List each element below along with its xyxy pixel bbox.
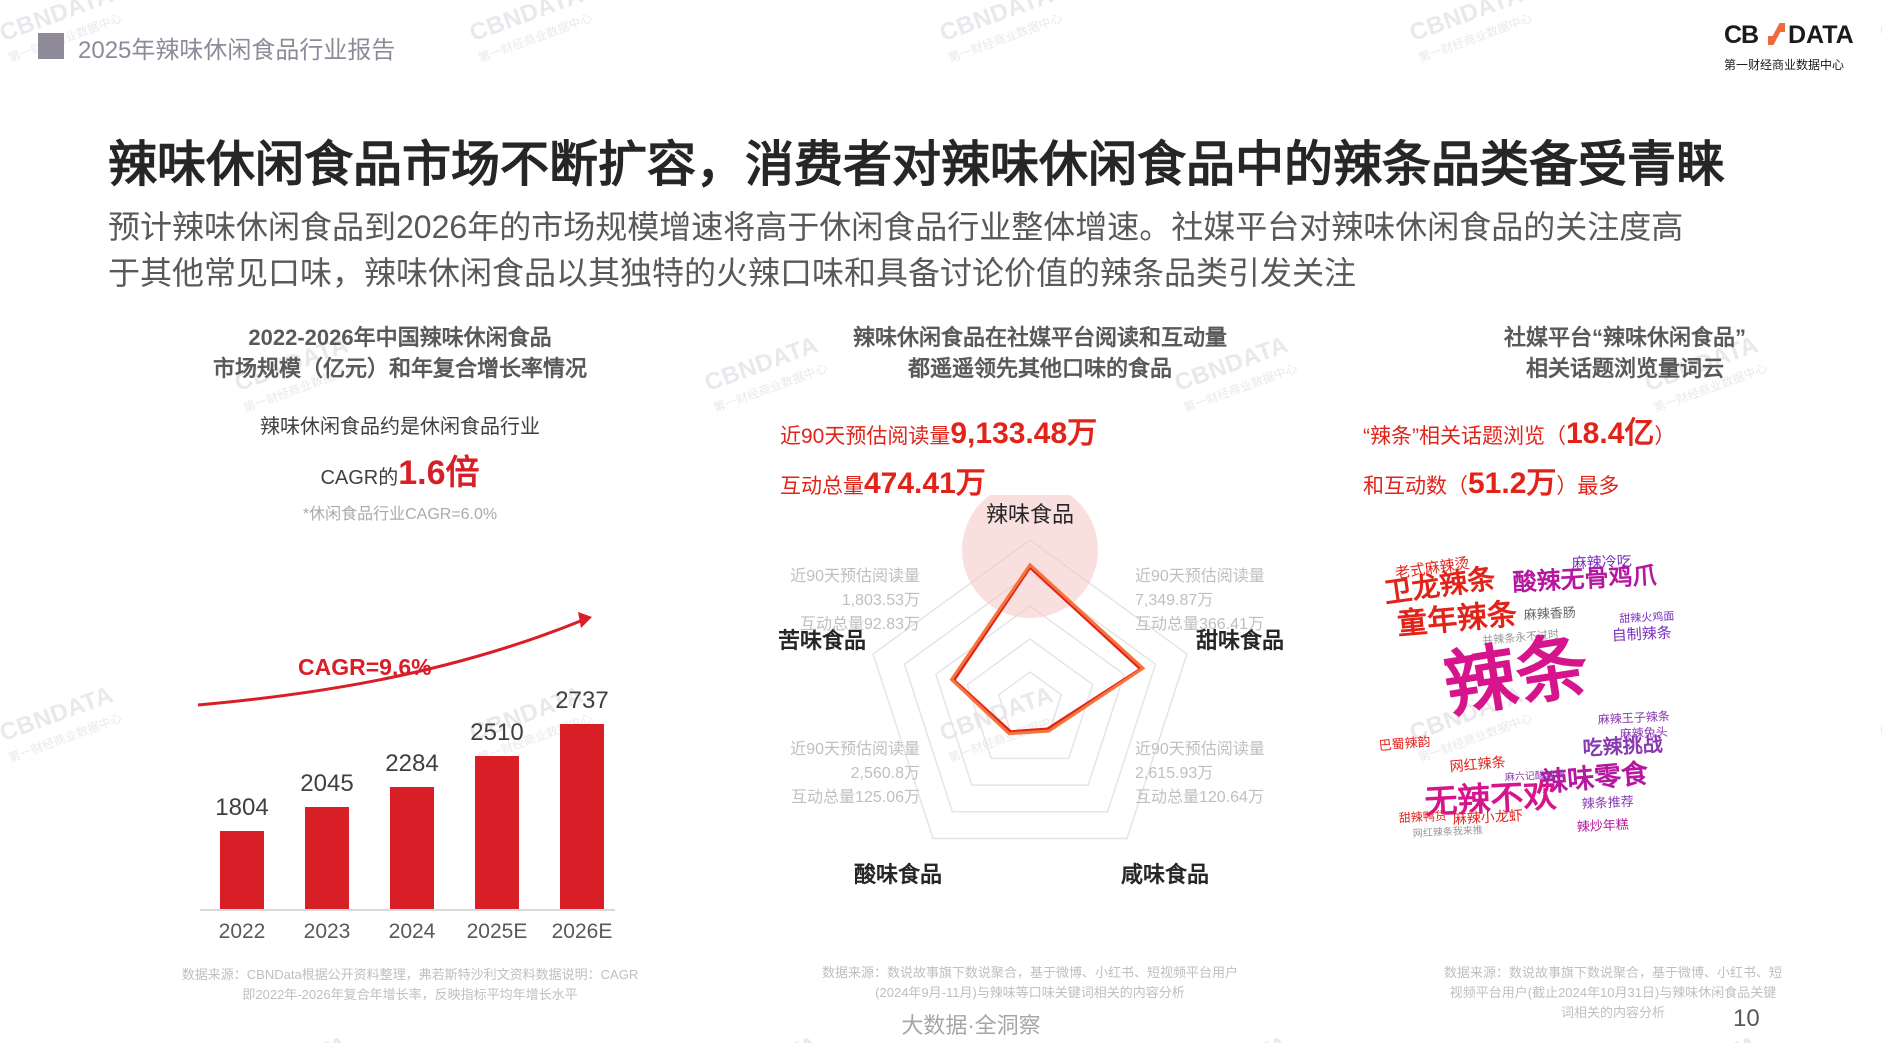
svg-text:2045: 2045 bbox=[300, 770, 353, 797]
svg-text:2022: 2022 bbox=[219, 920, 266, 943]
svg-text:2024: 2024 bbox=[389, 920, 436, 943]
svg-text:辣炒年糕: 辣炒年糕 bbox=[1576, 817, 1629, 835]
svg-text:辣味食品: 辣味食品 bbox=[986, 502, 1074, 527]
svg-text:甜辣鸭货: 甜辣鸭货 bbox=[1398, 808, 1447, 825]
svg-text:巴蜀辣韵: 巴蜀辣韵 bbox=[1378, 734, 1431, 753]
svg-text:酸味食品: 酸味食品 bbox=[854, 862, 942, 887]
svg-text:1804: 1804 bbox=[215, 794, 268, 821]
svg-text:2025E: 2025E bbox=[467, 920, 528, 943]
svg-text:麻辣王子辣条: 麻辣王子辣条 bbox=[1597, 708, 1670, 727]
svg-text:CB: CB bbox=[1724, 21, 1758, 49]
svg-text:2510: 2510 bbox=[470, 719, 523, 746]
svg-text:网红辣条我来推: 网红辣条我来推 bbox=[1413, 823, 1484, 840]
svg-text:DATA: DATA bbox=[1788, 21, 1854, 49]
svg-text:2026E: 2026E bbox=[552, 920, 613, 943]
svg-text:CAGR=9.6%: CAGR=9.6% bbox=[298, 654, 432, 680]
svg-text:2023: 2023 bbox=[304, 920, 351, 943]
svg-text:2284: 2284 bbox=[385, 750, 438, 777]
svg-text:自制辣条: 自制辣条 bbox=[1611, 624, 1672, 644]
svg-text:麻辣香肠: 麻辣香肠 bbox=[1523, 605, 1576, 623]
svg-text:甜辣火鸡面: 甜辣火鸡面 bbox=[1619, 609, 1675, 626]
svg-text:网红辣条: 网红辣条 bbox=[1449, 754, 1506, 775]
svg-text:辣条推荐: 辣条推荐 bbox=[1581, 794, 1634, 812]
svg-text:麻辣小龙虾: 麻辣小龙虾 bbox=[1452, 807, 1523, 827]
svg-text:2737: 2737 bbox=[555, 687, 608, 714]
svg-text:咸味食品: 咸味食品 bbox=[1121, 862, 1209, 887]
svg-text:辣条: 辣条 bbox=[1439, 626, 1594, 728]
svg-text:吃辣挑战: 吃辣挑战 bbox=[1582, 732, 1663, 760]
